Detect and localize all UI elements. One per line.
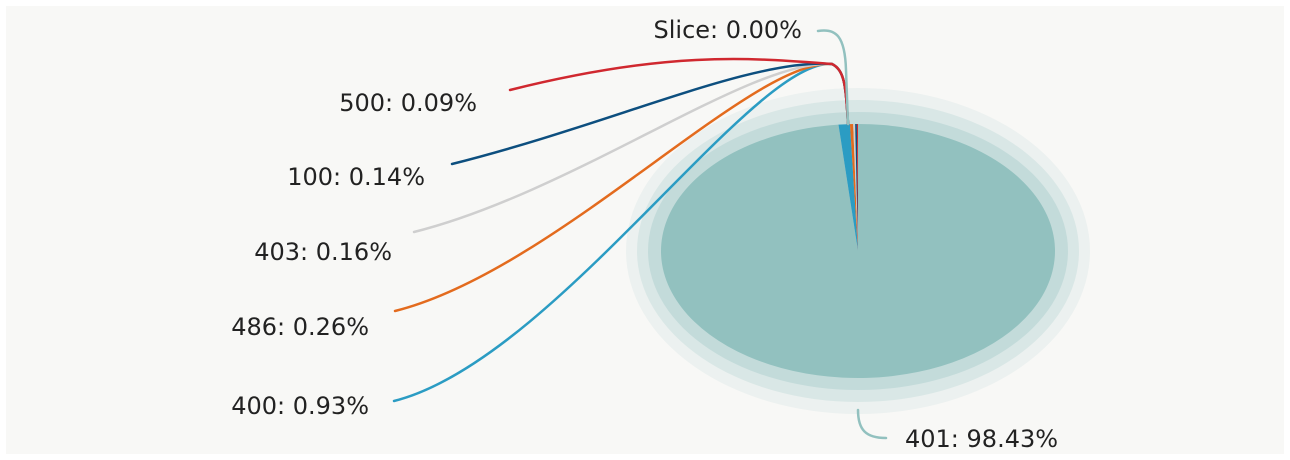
slice-403[interactable] [853,124,858,251]
slice-400[interactable] [838,124,858,251]
chart-background [6,6,1284,454]
connector-slice [816,29,850,126]
slice-486[interactable] [849,124,858,251]
connector-500 [508,57,850,126]
label-401: 401: 98.43% [905,425,1058,453]
connectors-layer [392,29,888,440]
slice-500[interactable] [856,124,858,251]
slice-100[interactable] [855,124,858,251]
label-400: 400: 0.93% [231,392,369,420]
label-486: 486: 0.26% [231,313,369,341]
label-403: 403: 0.16% [254,238,392,266]
connector-401 [856,408,888,440]
labels-layer: 401: 98.43% 400: 0.93% 486: 0.26% 403: 0.16… [231,16,1058,453]
slices-layer [626,88,1090,414]
label-slice: Slice: 0.00% [654,16,803,44]
label-100: 100: 0.14% [287,163,425,191]
label-500: 500: 0.09% [339,89,477,117]
